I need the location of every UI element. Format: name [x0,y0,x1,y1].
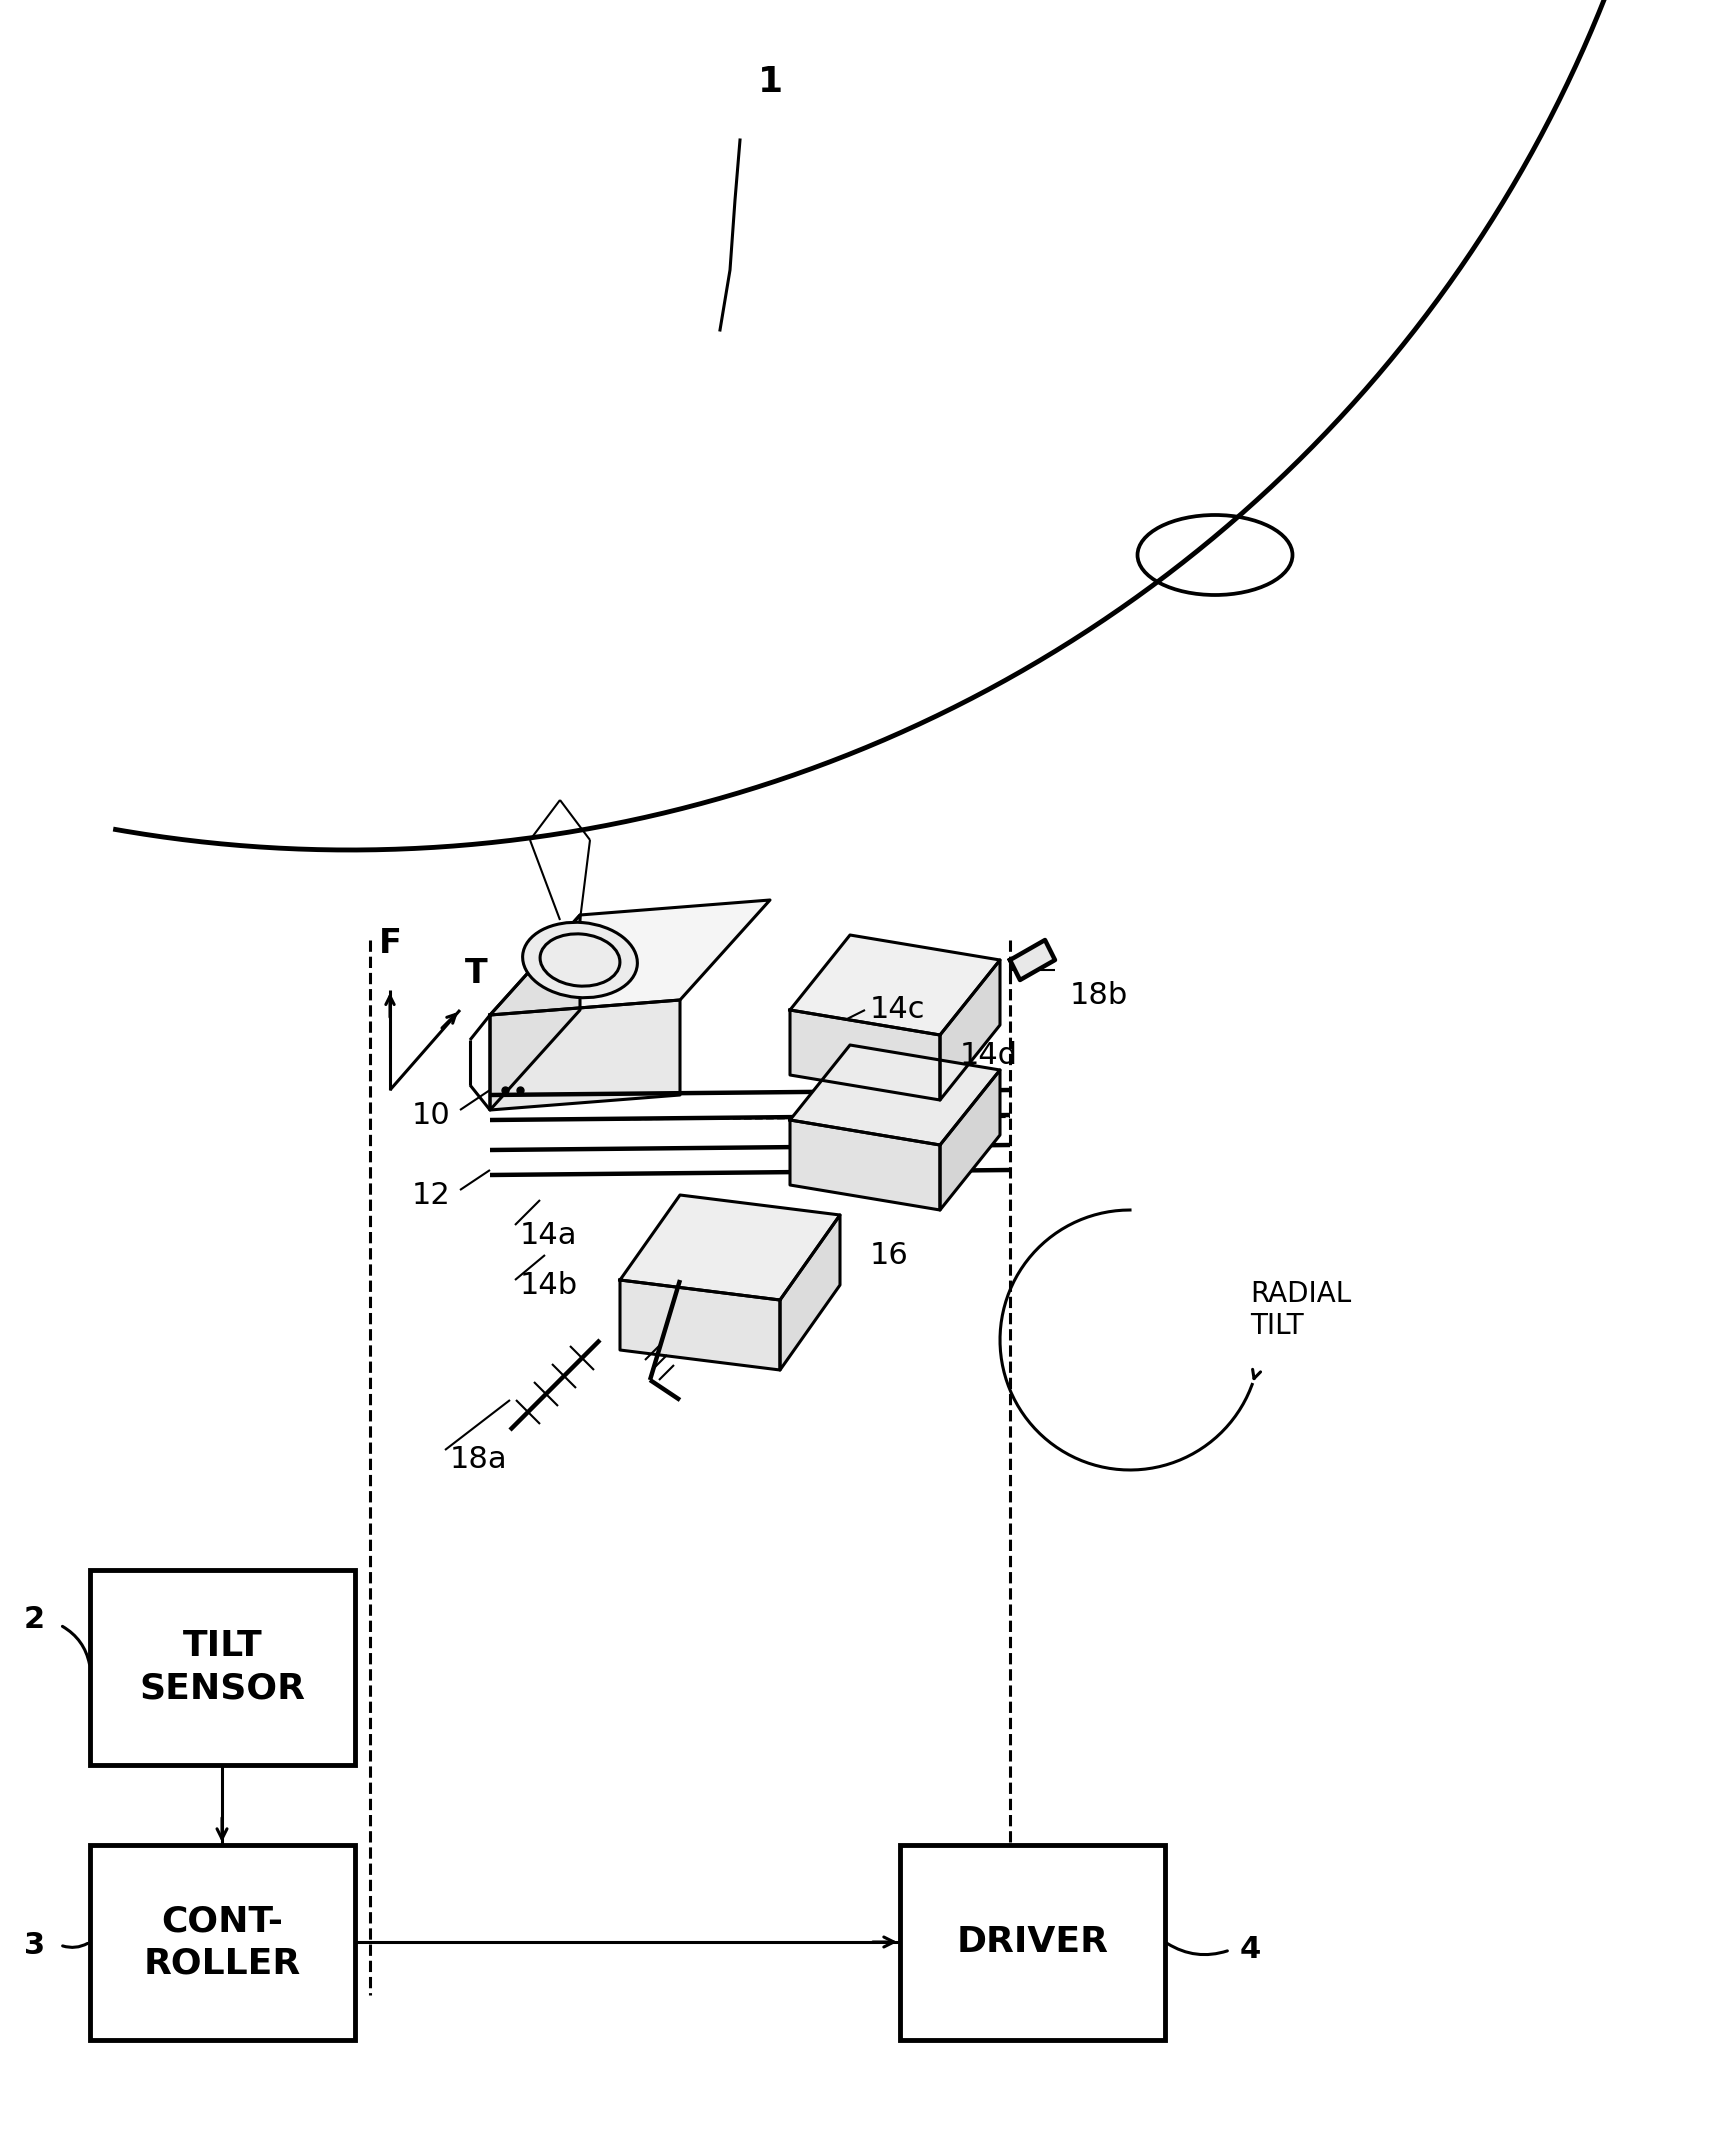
Text: 14a: 14a [521,1221,577,1249]
Polygon shape [790,1120,940,1210]
Text: CONT-
ROLLER: CONT- ROLLER [144,1905,301,1980]
Polygon shape [490,900,771,1016]
Ellipse shape [522,921,637,998]
Polygon shape [620,1281,779,1370]
Text: T: T [464,958,488,990]
Text: 18b: 18b [1071,981,1129,1009]
Text: 10: 10 [411,1101,451,1129]
Polygon shape [790,934,1000,1035]
Polygon shape [940,1069,1000,1210]
Text: 12: 12 [411,1180,451,1210]
FancyBboxPatch shape [91,1845,355,2040]
FancyBboxPatch shape [91,1569,355,1766]
Text: 2: 2 [24,1606,45,1633]
Polygon shape [620,1195,839,1300]
Text: DRIVER: DRIVER [956,1926,1108,1961]
Text: 1: 1 [757,64,783,98]
Text: F: F [379,928,401,960]
Text: 18a: 18a [451,1445,507,1475]
Polygon shape [790,1009,940,1099]
FancyBboxPatch shape [899,1845,1165,2040]
Polygon shape [940,960,1000,1099]
Text: TILT
SENSOR: TILT SENSOR [139,1629,305,1706]
Text: 4: 4 [1240,1935,1261,1965]
Text: 3: 3 [24,1931,45,1961]
Text: 14b: 14b [521,1270,577,1300]
Text: 16: 16 [870,1240,910,1270]
Polygon shape [790,1045,1000,1146]
Polygon shape [490,915,581,1110]
Text: 14c: 14c [870,996,925,1024]
Polygon shape [779,1214,839,1370]
Text: 14d: 14d [959,1041,1018,1069]
Polygon shape [490,1001,680,1110]
Text: RADIAL
TILT: RADIAL TILT [1250,1281,1352,1341]
Polygon shape [1011,941,1055,979]
